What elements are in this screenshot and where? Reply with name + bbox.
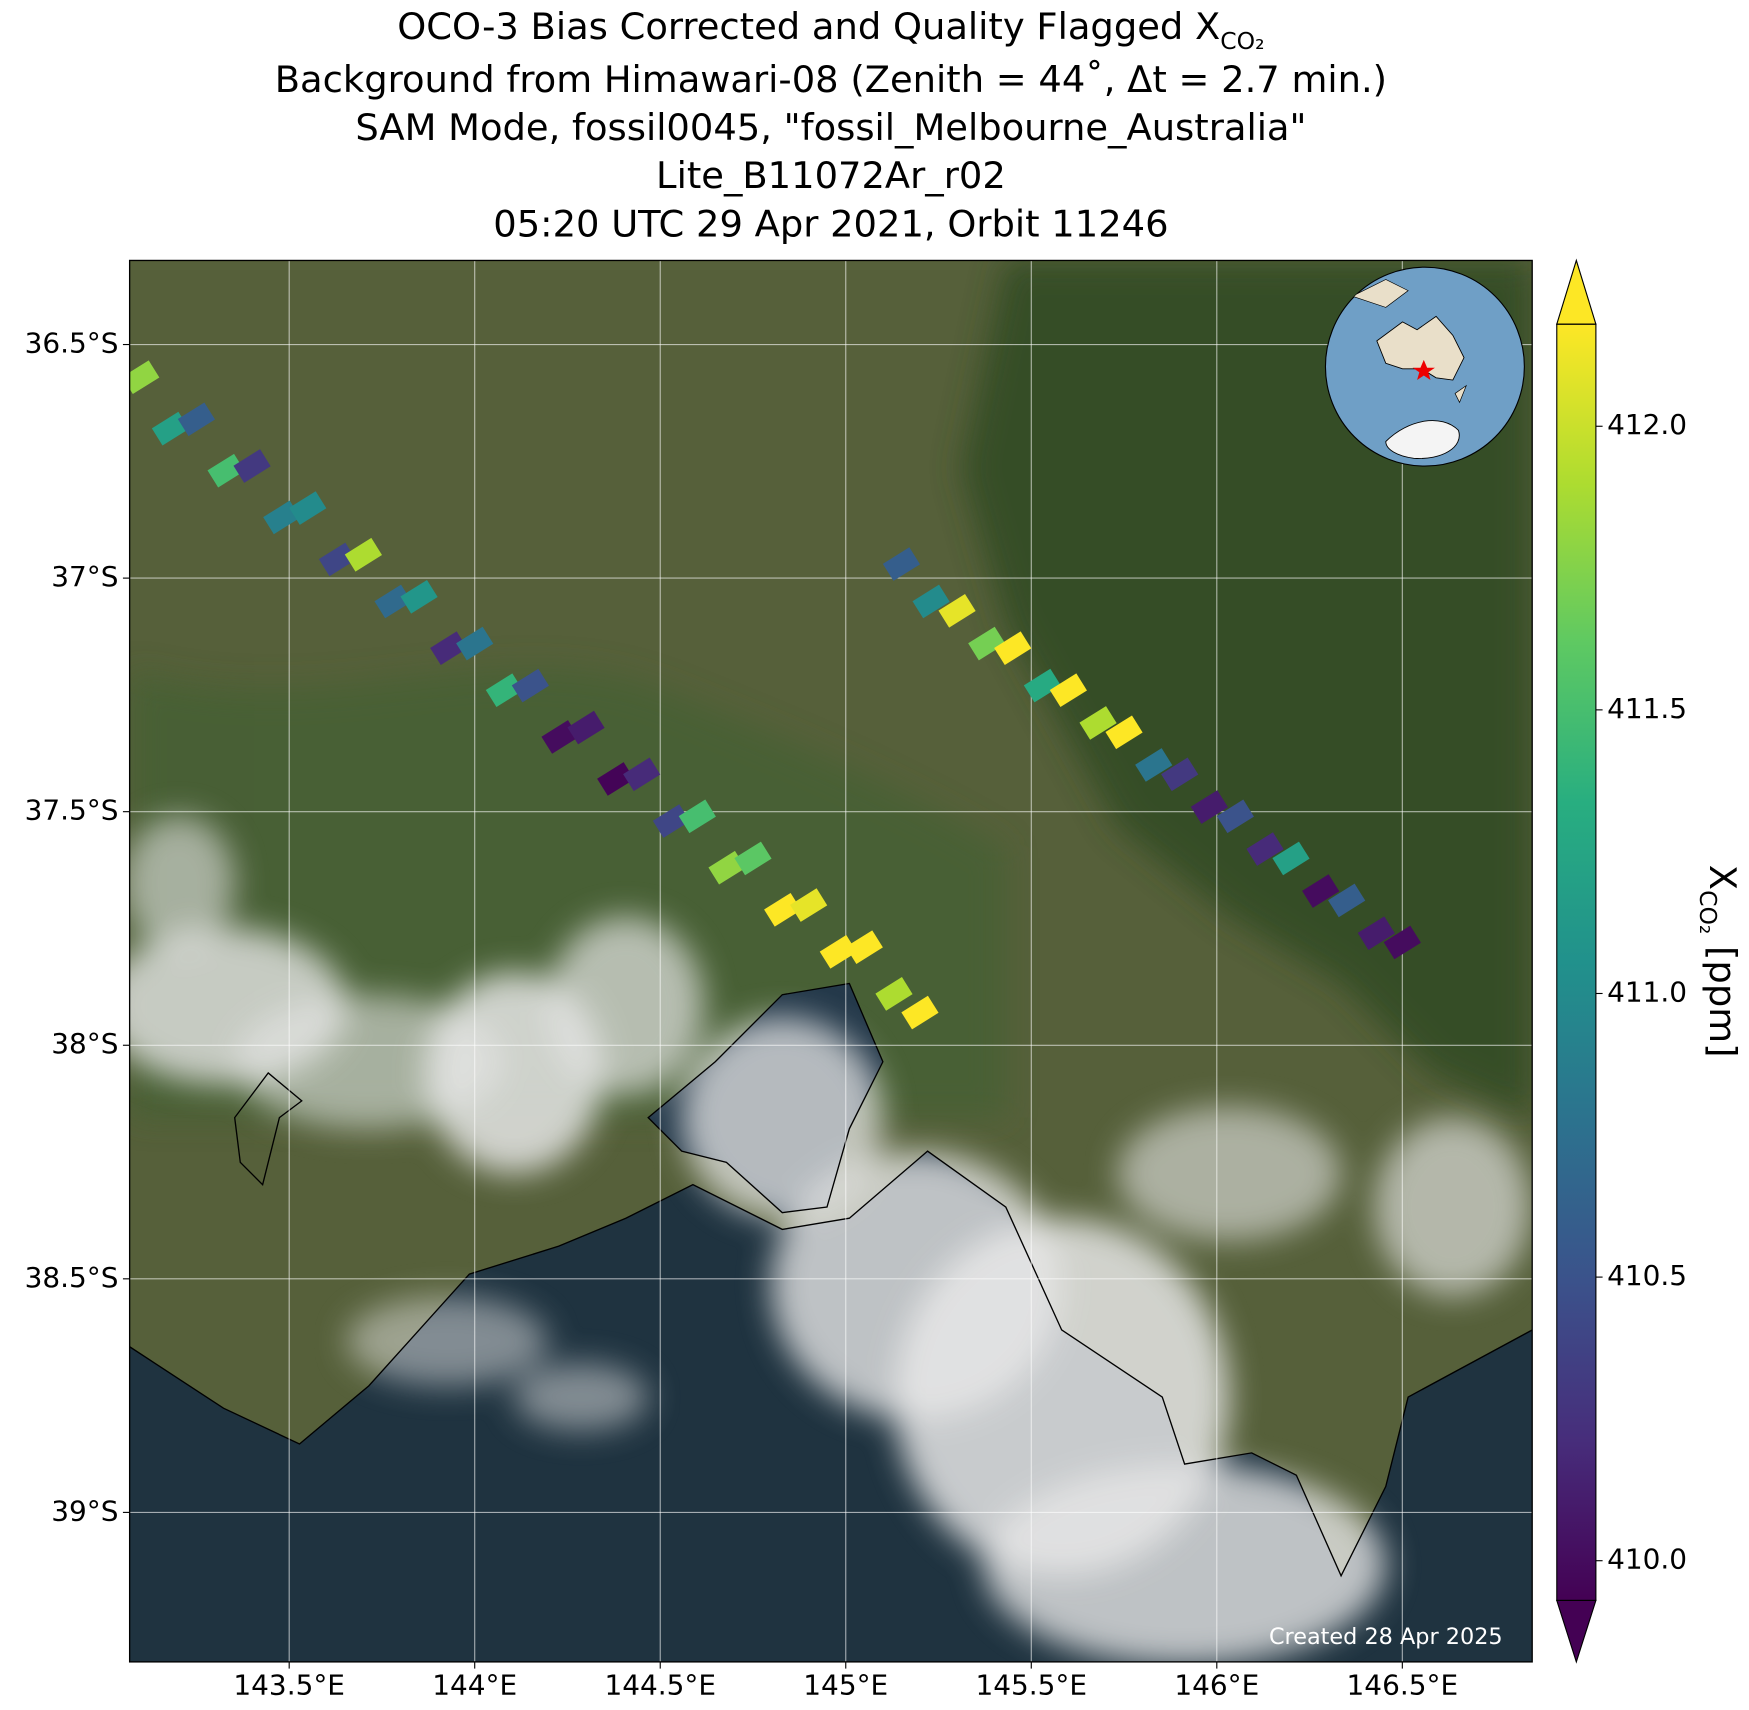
y-tick-label: 37°S <box>51 560 118 593</box>
chart-title: OCO-3 Bias Corrected and Quality Flagged… <box>397 4 1264 54</box>
sounding-pixel <box>1216 799 1254 834</box>
y-tick-label: 36.5°S <box>25 327 119 360</box>
x-tick-label: 146°E <box>1174 1668 1259 1701</box>
map-frame <box>128 259 1533 1663</box>
sounding-pixel <box>968 626 1006 661</box>
colorbar-tick-label: 411.5 <box>1607 692 1687 725</box>
x-tick-label: 146.5°E <box>1347 1668 1459 1701</box>
chart-subtitle: 05:20 UTC 29 Apr 2021, Orbit 11246 <box>493 202 1168 245</box>
x-tick-label: 143.5°E <box>233 1668 345 1701</box>
sounding-pixel <box>901 995 939 1030</box>
sounding-pixel <box>511 668 549 703</box>
sounding-pixel <box>1190 790 1228 824</box>
sounding-pixel <box>318 542 357 577</box>
grid <box>129 260 1533 1662</box>
sounding-pixel <box>344 537 382 572</box>
x-tick-label: 144°E <box>432 1668 517 1701</box>
colorbar-label-main: X <box>1702 865 1745 890</box>
soundings <box>129 360 1421 1030</box>
sounding-pixel <box>597 762 635 796</box>
colorbar-frame <box>1556 323 1597 1601</box>
sounding-pixel <box>938 593 976 628</box>
sounding-pixel <box>1161 757 1199 792</box>
colorbar-tick-label: 410.5 <box>1607 1259 1687 1292</box>
chart-subtitle: SAM Mode, fossil0045, "fossil_Melbourne_… <box>355 106 1306 149</box>
inset-globe <box>1324 266 1525 467</box>
sounding-pixel <box>430 631 468 666</box>
sounding-pixel <box>678 799 716 834</box>
sounding-pixel <box>233 449 271 483</box>
sounding-pixel <box>485 673 523 708</box>
sounding-pixel <box>374 584 412 619</box>
sounding-pixel <box>1302 874 1340 908</box>
colorbar-label-suffix: [ppm] <box>1702 934 1745 1057</box>
satellite-background <box>129 260 1533 1662</box>
sounding-pixel <box>1079 706 1117 740</box>
title-subscript: CO₂ <box>1220 26 1264 54</box>
sounding-pixel <box>567 710 605 745</box>
sounding-pixel <box>875 977 913 1011</box>
sounding-pixel <box>1023 668 1062 703</box>
sounding-pixel <box>456 626 494 661</box>
sounding-pixel <box>819 935 857 969</box>
y-tick-label: 38°S <box>51 1027 118 1060</box>
colorbar-tick-label: 411.0 <box>1607 975 1687 1008</box>
x-tick-label: 145.5°E <box>976 1668 1088 1701</box>
sounding-pixel <box>1357 916 1395 950</box>
chart-subtitle: Lite_B11072Ar_r02 <box>656 154 1006 197</box>
sounding-pixel <box>1328 883 1366 918</box>
colorbar-extend-max <box>1556 258 1597 325</box>
colorbar-label-subscript: CO₂ <box>1695 890 1723 934</box>
y-tick-label: 37.5°S <box>25 794 119 827</box>
title-main: OCO-3 Bias Corrected and Quality Flagged… <box>397 4 1220 47</box>
sounding-pixel <box>289 491 327 525</box>
sounding-pixel <box>734 841 772 876</box>
colorbar-label: XCO₂ [ppm] <box>1695 865 1745 1058</box>
sounding-pixel <box>1246 832 1284 866</box>
sounding-pixel <box>764 892 802 927</box>
sounding-pixel <box>912 584 950 619</box>
sounding-pixel <box>790 888 828 922</box>
sounding-pixel <box>652 804 690 838</box>
sounding-pixel <box>177 402 216 437</box>
sounding-pixel <box>994 631 1032 666</box>
sounding-pixel <box>1135 748 1173 782</box>
sounding-pixel <box>845 930 883 964</box>
sounding-pixel <box>1049 673 1087 708</box>
sounding-pixel <box>400 579 438 614</box>
colorbar-tick-label: 412.0 <box>1607 408 1687 441</box>
colorbar-gradient <box>1556 324 1596 1601</box>
colorbar: 410.0 410.5 411.0 411.5 412.0 XCO₂ [ppm] <box>1556 258 1745 1664</box>
sounding-pixel <box>129 360 160 395</box>
chart-subtitle: Background from Himawari-08 (Zenith = 44… <box>275 58 1387 101</box>
y-tick-label: 38.5°S <box>25 1261 119 1294</box>
y-tick-label: 39°S <box>51 1494 118 1527</box>
sounding-pixel <box>207 453 245 488</box>
colorbar-extend-min <box>1556 1599 1597 1664</box>
credit: Created 28 Apr 2025 <box>1269 1624 1503 1650</box>
sounding-pixel <box>1383 925 1421 960</box>
sounding-pixel <box>1272 841 1310 876</box>
colorbar-tick-label: 410.0 <box>1607 1543 1687 1576</box>
x-tick-label: 145°E <box>803 1668 888 1701</box>
sounding-pixel <box>882 547 921 581</box>
sounding-pixel <box>1105 715 1143 750</box>
sounding-pixel <box>623 757 661 792</box>
x-tick-label: 144.5°E <box>604 1668 716 1701</box>
